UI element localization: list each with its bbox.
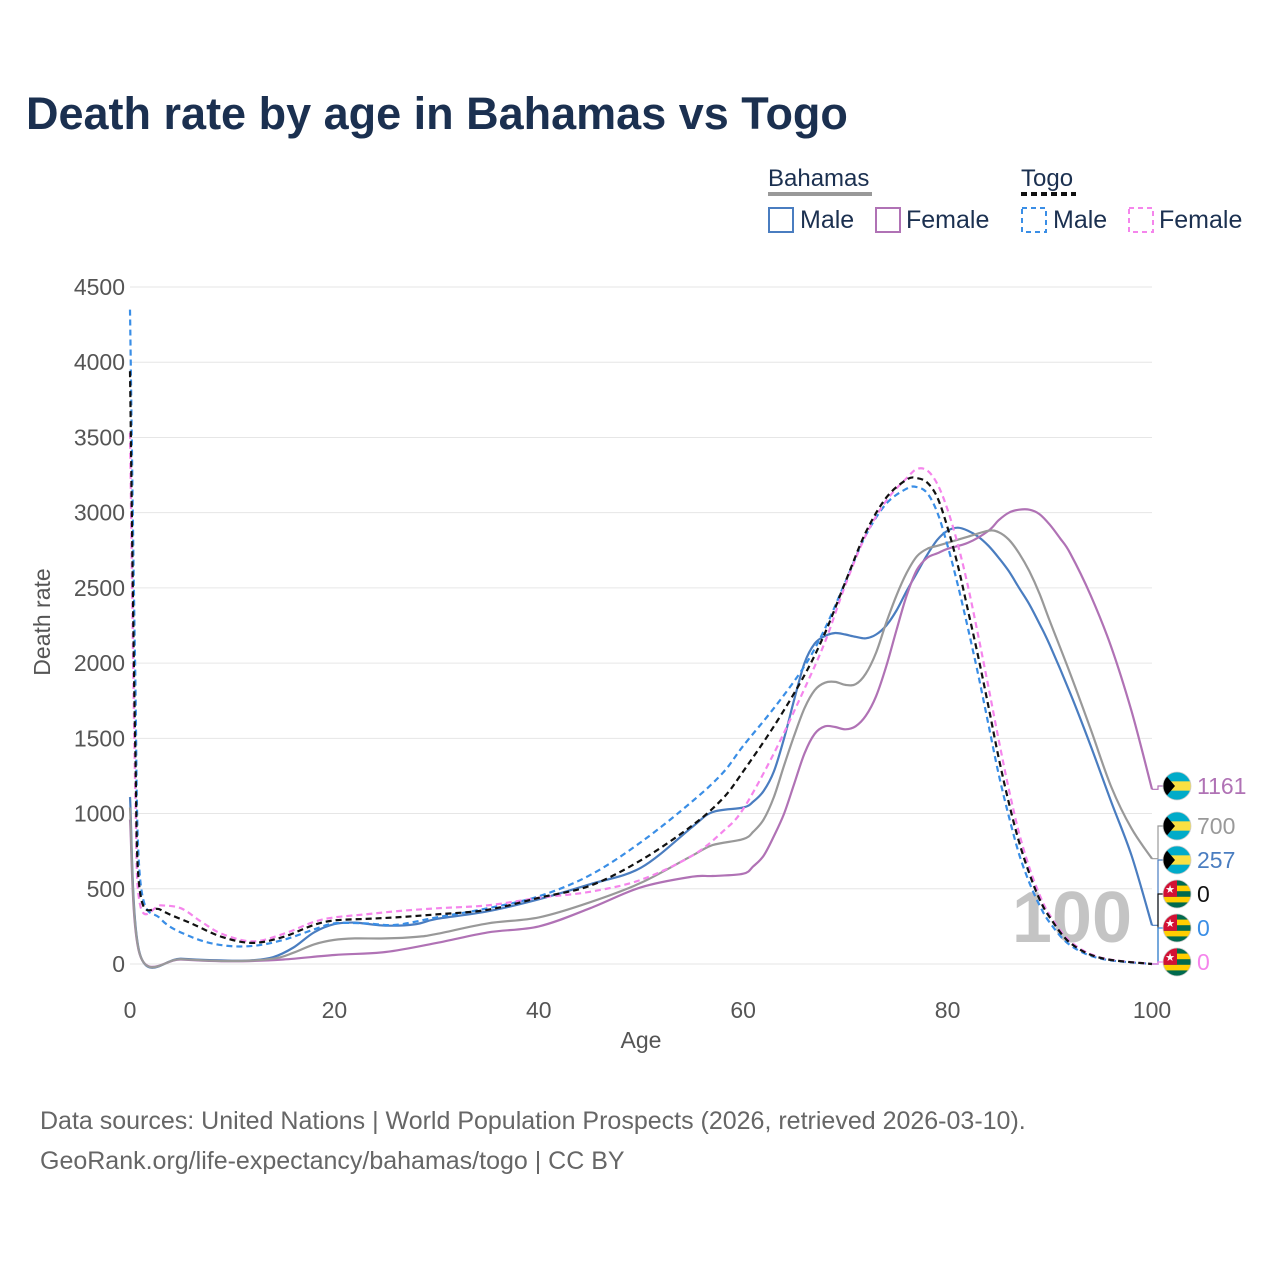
end-labels: 1161 700 257 ★ 0 ★ 0 ★ 0 [1152, 771, 1246, 977]
x-tick-label: 80 [935, 997, 961, 1023]
y-tick-label: 3000 [74, 500, 125, 526]
legend-togo-female-swatch[interactable] [1128, 207, 1154, 233]
y-tick-label: 4000 [74, 349, 125, 375]
end-label-value: 257 [1197, 847, 1235, 873]
y-tick-label: 1500 [74, 725, 125, 751]
bahamas-flag-icon [1163, 846, 1191, 874]
series-line-togo-total[interactable] [128, 371, 1153, 966]
end-label-connector [1152, 961, 1163, 965]
end-label-value: 0 [1197, 881, 1210, 907]
series-line-togo-male[interactable] [128, 309, 1153, 966]
series-line-togo-female[interactable] [128, 432, 1153, 966]
x-tick-label: 0 [124, 997, 137, 1023]
bahamas-flag-icon [1163, 812, 1191, 840]
end-label-value: 0 [1197, 915, 1210, 941]
series-line-bahamas-male[interactable] [128, 526, 1154, 969]
series-line-bahamas-total[interactable] [128, 529, 1153, 969]
legend: Bahamas Togo Male Female Male Female [768, 165, 1242, 234]
y-axis-label: Death rate [29, 568, 55, 675]
end-label-connector [1152, 825, 1163, 860]
y-tick-label: 0 [112, 951, 125, 977]
series-lines [128, 309, 1154, 969]
bahamas-flag-icon [1163, 772, 1191, 800]
x-axis-ticks: 0 20 40 60 80 100 [124, 997, 1172, 1023]
grid-lines [130, 286, 1152, 965]
y-axis-ticks: 0 500 1000 1500 2000 2500 3000 3500 4000 4500 [74, 274, 125, 977]
legend-bahamas-female-label[interactable]: Female [906, 206, 989, 234]
end-label-value: 1161 [1197, 773, 1246, 799]
footer-source: Data sources: United Nations | World Pop… [40, 1107, 1026, 1135]
svg-text:★: ★ [1165, 951, 1175, 964]
end-label-connector [1152, 785, 1163, 790]
legend-group-togo-title: Togo [1021, 165, 1073, 192]
legend-bahamas-male-label[interactable]: Male [800, 206, 854, 234]
legend-bahamas-female-swatch[interactable] [875, 207, 901, 233]
legend-bahamas-male-swatch[interactable] [768, 207, 794, 233]
end-label-value: 0 [1197, 949, 1210, 975]
legend-group-bahamas-title: Bahamas [768, 165, 869, 192]
end-label-connector [1152, 859, 1163, 926]
chart-title: Death rate by age in Bahamas vs Togo [26, 88, 848, 139]
y-tick-label: 2000 [74, 650, 125, 676]
svg-text:★: ★ [1165, 917, 1175, 930]
x-tick-label: 20 [322, 997, 348, 1023]
x-tick-label: 40 [526, 997, 552, 1023]
legend-togo-female-label[interactable]: Female [1159, 206, 1242, 234]
x-tick-label: 100 [1133, 997, 1171, 1023]
y-tick-label: 2500 [74, 575, 125, 601]
togo-flag-icon: ★ [1163, 948, 1191, 976]
legend-togo-male-label[interactable]: Male [1053, 206, 1107, 234]
end-label-connector [1152, 927, 1163, 965]
y-tick-label: 500 [87, 876, 125, 902]
svg-text:★: ★ [1165, 883, 1175, 896]
footer-link[interactable]: GeoRank.org/life-expectancy/bahamas/togo… [40, 1147, 625, 1175]
series-line-bahamas-female[interactable] [128, 508, 1154, 968]
legend-togo-male-swatch[interactable] [1021, 207, 1047, 233]
y-tick-label: 4500 [74, 274, 125, 300]
y-tick-label: 1000 [74, 801, 125, 827]
watermark: 100 [1012, 878, 1132, 958]
end-label-value: 700 [1197, 813, 1235, 839]
y-tick-label: 3500 [74, 424, 125, 450]
x-tick-label: 60 [730, 997, 756, 1023]
x-axis-label: Age [621, 1027, 662, 1053]
